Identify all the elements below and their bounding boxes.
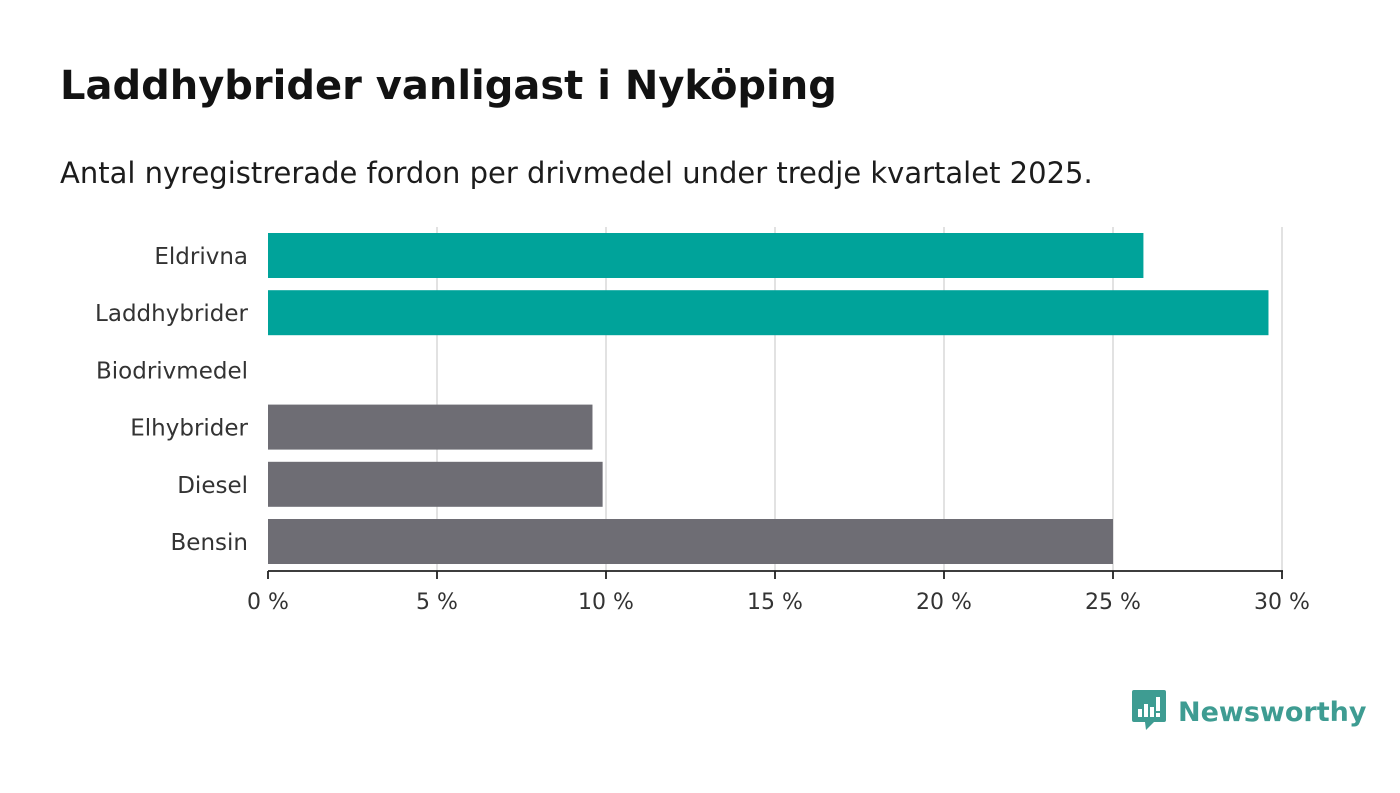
tick-label: 25 % (1085, 590, 1141, 615)
category-label: Diesel (177, 473, 248, 499)
gridlines (436, 227, 1283, 571)
chart-subtitle: Antal nyregistrerade fordon per drivmede… (60, 156, 1093, 190)
bar (268, 290, 1269, 336)
tick-label: 5 % (416, 590, 458, 615)
brand-logo: Newsworthy (1132, 690, 1366, 734)
category-labels: Eldrivna Laddhybrider Biodrivmedel Elhybrid… (95, 244, 248, 556)
bar (268, 233, 1144, 278)
category-label: Bensin (171, 530, 248, 556)
bar (268, 461, 603, 507)
tick-label: 10 % (578, 590, 634, 615)
chart-title: Laddhybrider vanligast i Nyköping (60, 63, 837, 109)
category-label: Elhybrider (130, 416, 248, 442)
bar-chart-speech-bubble-icon (1132, 689, 1166, 735)
category-label: Biodrivmedel (96, 358, 248, 384)
tick-label: 0 % (247, 590, 289, 615)
bar (268, 519, 1113, 564)
bars (268, 233, 1269, 564)
category-label: Laddhybrider (95, 301, 248, 327)
tick-label: 15 % (747, 590, 803, 615)
category-label: Eldrivna (154, 244, 248, 270)
tick-label: 20 % (916, 590, 972, 615)
brand-name: Newsworthy (1178, 696, 1367, 728)
x-axis: 0 % 5 % 10 % 15 % 20 % 25 % 30 % (247, 570, 1310, 615)
bar (268, 404, 593, 450)
tick-label: 30 % (1254, 590, 1310, 615)
